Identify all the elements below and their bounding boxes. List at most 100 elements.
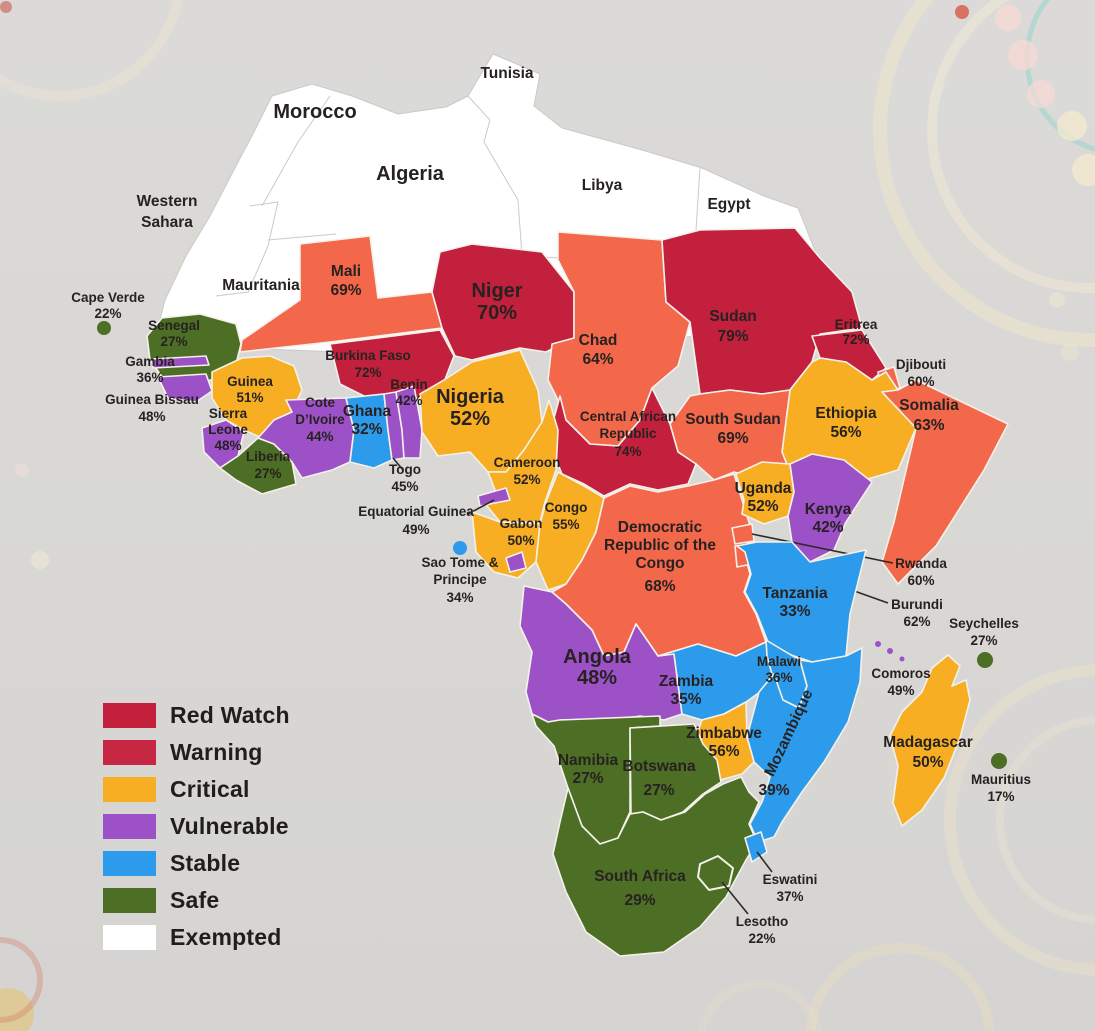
- legend-row-critical: Critical: [103, 776, 290, 802]
- country-zambia: [657, 641, 775, 721]
- legend-swatch-critical: [103, 776, 156, 802]
- legend-label-warning: Warning: [170, 738, 263, 765]
- malawi-label: Malawi 36%: [757, 654, 801, 685]
- country-benin: [395, 385, 423, 459]
- benin-shape: [395, 385, 423, 459]
- mozambique-value-label: 39%: [758, 782, 789, 799]
- legend-swatch-exempted: [103, 924, 156, 950]
- morocco-label: Morocco: [273, 101, 356, 123]
- algeria-label: Algeria: [376, 163, 445, 185]
- legend-swatch-stable: [103, 850, 156, 876]
- sierra-leone-label: Sierra Leone 48%: [208, 406, 248, 453]
- central-african-republic-label: Central African Republic 74%: [580, 409, 676, 459]
- burkina-faso-label: Burkina Faso 72%: [325, 348, 411, 380]
- legend-label-red-watch: Red Watch: [170, 701, 290, 728]
- country-kenya: [787, 453, 873, 563]
- cameroon-label: Cameroon 52%: [494, 455, 561, 487]
- legend-row-vulnerable: Vulnerable: [103, 813, 290, 839]
- country-madagascar: [889, 654, 971, 827]
- gabon-label: Gabon 50%: [500, 516, 543, 548]
- legend-swatch-red-watch: [103, 702, 156, 728]
- eritrea-label: Eritrea 72%: [835, 317, 878, 347]
- country-sao-tome: [453, 541, 467, 555]
- mauritius-dot: [991, 753, 1007, 769]
- guinea-label: Guinea 51%: [227, 374, 273, 405]
- country-south-africa: [552, 776, 760, 957]
- seychelles-dot: [977, 652, 993, 668]
- ghana-label: Ghana 32%: [343, 403, 392, 438]
- legend-row-red-watch: Red Watch: [103, 702, 290, 728]
- country-mozambique: [746, 647, 863, 843]
- equatorial-guinea-label: Equatorial Guinea 49%: [358, 504, 474, 537]
- country-rwanda: [731, 523, 894, 564]
- angola-cabinda-shape: [505, 551, 527, 573]
- guinea-bissau-shape: [157, 373, 213, 403]
- madagascar-shape: [889, 654, 971, 827]
- legend-row-warning: Warning: [103, 739, 290, 765]
- rwanda-shape: [731, 523, 755, 545]
- legend-row-stable: Stable: [103, 850, 290, 876]
- zambia-label: Zambia 35%: [659, 673, 714, 708]
- comoros-island-1: [875, 641, 881, 647]
- legend-row-exempted: Exempted: [103, 924, 290, 950]
- togo-leader-line: [392, 457, 404, 471]
- togo-label: Togo 45%: [389, 462, 421, 494]
- comoros-island-3: [899, 656, 905, 662]
- legend-swatch-safe: [103, 887, 156, 913]
- eswatini-leader-line: [756, 851, 773, 873]
- mauritania-label: Mauritania: [222, 277, 300, 294]
- drc-label: Democratic Republic of the Congo 68%: [604, 519, 716, 595]
- sao-tome-label: Sao Tome & Principe 34%: [421, 555, 498, 605]
- cote-divoire-label: Cote D’Ivoire 44%: [295, 395, 345, 444]
- mali-shape: [239, 235, 443, 353]
- gambia-shape: [152, 355, 210, 369]
- legend-label-safe: Safe: [170, 886, 220, 913]
- mali-label: Mali 69%: [330, 263, 361, 299]
- ethiopia-label: Ethiopia 56%: [815, 405, 877, 441]
- somalia-shape: [881, 379, 1009, 585]
- central-african-republic-shape: [547, 387, 697, 497]
- somalia-label: Somalia 63%: [899, 397, 959, 434]
- legend: Red Watch Warning Critical Vulnerable St…: [103, 702, 290, 950]
- legend-swatch-warning: [103, 739, 156, 765]
- mozambique-shape: [746, 647, 863, 843]
- legend-label-vulnerable: Vulnerable: [170, 812, 289, 839]
- country-seychelles: [977, 652, 993, 668]
- senegal-label: Senegal 27%: [148, 318, 200, 349]
- south-africa-shape: [552, 776, 760, 957]
- tunisia-label: Tunisia: [480, 65, 533, 82]
- legend-swatch-vulnerable: [103, 813, 156, 839]
- kenya-shape: [787, 453, 873, 563]
- country-mali: [239, 235, 443, 353]
- legend-label-stable: Stable: [170, 849, 241, 876]
- country-cape-verde: [97, 321, 111, 335]
- guinea-bissau-label: Guinea Bissau 48%: [105, 392, 199, 424]
- botswana-label: Botswana 27%: [622, 758, 696, 799]
- country-central-african-republic: [547, 387, 697, 497]
- libya-label: Libya: [582, 177, 623, 194]
- madagascar-label: Madagascar 50%: [883, 734, 973, 771]
- comoros-label: Comoros 49%: [871, 666, 930, 698]
- eswatini-shape: [744, 831, 768, 863]
- rwanda-leader-line: [751, 533, 894, 564]
- country-gambia: [152, 355, 210, 369]
- chad-label: Chad 64%: [579, 332, 618, 368]
- eswatini-label: Eswatini 37%: [763, 872, 818, 904]
- liberia-label: Liberia 27%: [246, 449, 291, 481]
- uganda-label: Uganda 52%: [735, 480, 792, 515]
- comoros-island-2: [887, 648, 893, 654]
- equatorial-guinea-shape: [477, 487, 511, 507]
- lesotho-shape: [697, 855, 734, 891]
- kenya-label: Kenya 42%: [805, 501, 852, 536]
- cape-verde-dot: [97, 321, 111, 335]
- white-country-borders: [215, 95, 701, 297]
- namibia-label: Namibia 27%: [558, 752, 619, 787]
- togo-leader: [392, 457, 404, 471]
- sao-tome-dot: [453, 541, 467, 555]
- lesotho-leader-line: [721, 881, 749, 915]
- djibouti-label: Djibouti 60%: [896, 357, 946, 389]
